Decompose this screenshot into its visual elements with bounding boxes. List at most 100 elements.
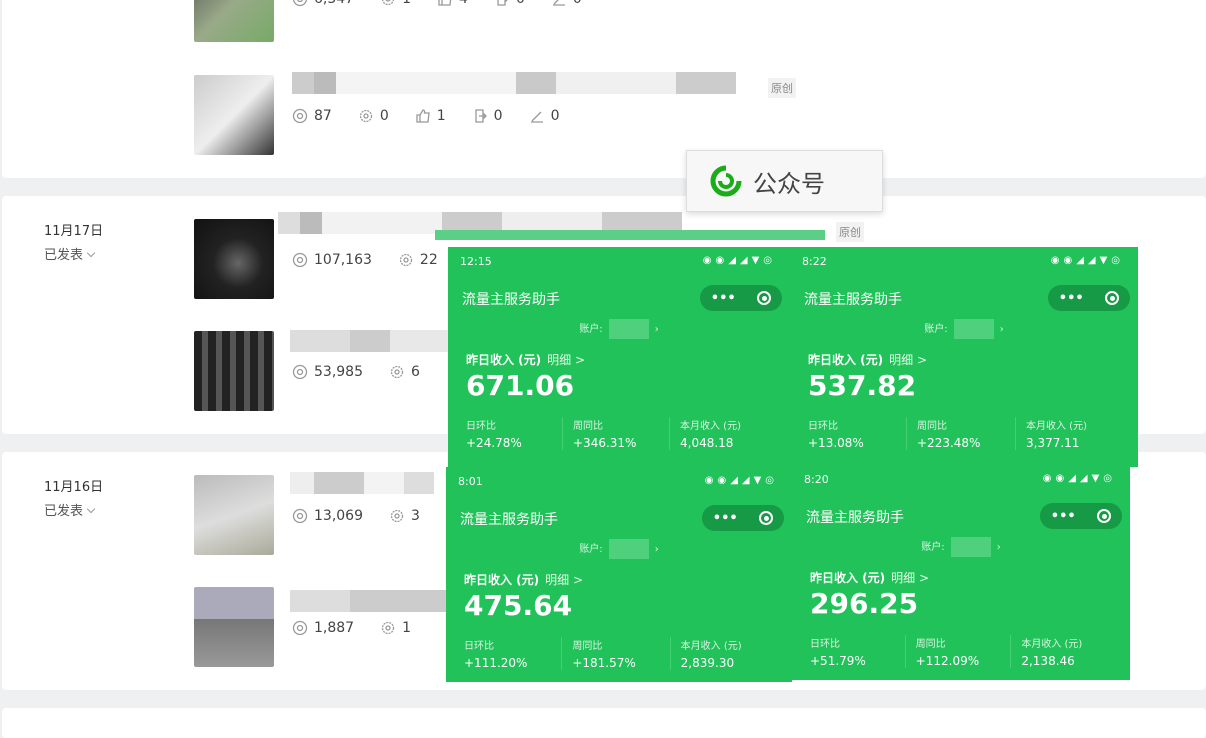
mini-program-title: 流量主服务助手 xyxy=(462,292,560,308)
pen-icon xyxy=(552,0,565,6)
status-dropdown[interactable]: 已发表 xyxy=(44,500,94,519)
account-selector[interactable]: 账户: › xyxy=(792,537,1130,557)
gear-icon xyxy=(381,621,395,635)
week-over-week: 周同比 +223.48% xyxy=(906,417,1015,450)
month-income: 本月收入 (元) 2,839.30 xyxy=(669,637,778,670)
pen-icon xyxy=(530,111,543,123)
day-over-day: 日环比 +13.08% xyxy=(808,421,864,450)
comment-count: 0 xyxy=(529,108,560,124)
article-title-blurred[interactable] xyxy=(292,72,736,94)
article-thumbnail[interactable] xyxy=(194,219,274,299)
eye-icon xyxy=(292,108,308,124)
month-income: 本月收入 (元) 2,138.46 xyxy=(1010,635,1116,668)
close-icon[interactable] xyxy=(1097,509,1112,523)
article-title-blurred[interactable] xyxy=(290,472,434,494)
article-thumbnail[interactable] xyxy=(194,75,274,155)
week-over-week: 周同比 +112.09% xyxy=(904,635,1011,668)
view-count: 87 xyxy=(292,108,332,124)
share-icon xyxy=(497,0,508,6)
account-name-blurred xyxy=(608,539,649,559)
mini-program-capsule[interactable]: ••• xyxy=(1040,503,1122,529)
thumb-icon xyxy=(438,0,452,6)
article-stats: 87 0 1 0 0 xyxy=(292,108,586,124)
view-count: 107,163 xyxy=(292,252,372,268)
yesterday-income-value: 475.64 xyxy=(464,589,573,622)
article-stats: 13,069 3 xyxy=(292,508,446,524)
yesterday-income-label: 昨日收入 (元) 明细 > xyxy=(466,353,586,367)
popup-label: 公众号 xyxy=(753,169,825,198)
mini-program-capsule[interactable]: ••• xyxy=(702,505,784,531)
yesterday-income-label: 昨日收入 (元) 明细 > xyxy=(810,571,930,585)
article-thumbnail[interactable] xyxy=(194,475,274,555)
yesterday-income-value: 296.25 xyxy=(810,587,919,620)
mini-program-title: 流量主服务助手 xyxy=(804,292,902,308)
forward-count: 0 xyxy=(472,108,503,124)
status-bar-icons: ◉◉◢◢▼◎ xyxy=(1050,255,1124,266)
close-icon[interactable] xyxy=(757,291,772,305)
revenue-screenshot-panel: 12:15 ◉◉◢◢▼◎ 流量主服务助手 ••• 账户: › 昨日收入 (元) 明细… xyxy=(448,247,790,467)
detail-link[interactable]: 明细 > xyxy=(891,571,930,585)
account-selector[interactable]: 账户: › xyxy=(448,319,790,339)
week-over-week: 周同比 +181.57% xyxy=(561,637,669,670)
article-thumbnail[interactable] xyxy=(194,331,274,411)
group-date: 11月17日 xyxy=(44,224,104,239)
gear-icon xyxy=(399,253,413,267)
article-thumbnail[interactable] xyxy=(194,0,274,42)
account-selector[interactable]: 账户: › xyxy=(446,539,792,559)
mini-program-title: 流量主服务助手 xyxy=(806,510,904,526)
gear-icon xyxy=(390,509,404,523)
status-bar-time: 8:01 xyxy=(458,475,483,488)
eye-icon xyxy=(292,364,308,380)
eye-icon xyxy=(292,252,308,268)
view-count: 53,985 xyxy=(292,364,363,380)
article-stats: 107,163 22 xyxy=(292,252,464,268)
article-title-blurred[interactable] xyxy=(278,212,682,234)
view-count: 1,887 xyxy=(292,620,354,636)
forward-count: 0 xyxy=(494,0,525,7)
like-count: 4 xyxy=(437,0,468,7)
original-tag: 原创 xyxy=(768,78,796,98)
article-thumbnail[interactable] xyxy=(194,587,274,667)
status-bar-time: 8:20 xyxy=(804,473,829,486)
account-name-blurred xyxy=(608,319,649,339)
article-title-blurred[interactable] xyxy=(290,330,450,352)
revenue-screenshot-panel: 8:22 ◉◉◢◢▼◎ 流量主服务助手 ••• 账户: › 昨日收入 (元) 明细 … xyxy=(790,247,1138,467)
detail-link[interactable]: 明细 > xyxy=(545,573,584,587)
eye-icon xyxy=(292,0,308,7)
wechat-official-account-icon xyxy=(710,165,742,197)
yesterday-income-value: 537.82 xyxy=(808,369,917,402)
view-count: 13,069 xyxy=(292,508,363,524)
account-selector[interactable]: 账户: › xyxy=(790,319,1138,339)
status-dropdown[interactable]: 已发表 xyxy=(44,244,94,263)
article-stats: 53,985 6 xyxy=(292,364,446,380)
share-count: 1 xyxy=(380,620,411,636)
article-title-blurred[interactable] xyxy=(290,590,450,612)
comment-count: 0 xyxy=(551,0,582,7)
detail-link[interactable]: 明细 > xyxy=(889,353,928,367)
day-over-day: 日环比 +24.78% xyxy=(466,421,522,450)
revenue-screenshot-panel: 8:01 ◉◉◢◢▼◎ 流量主服务助手 ••• 账户: › 昨日收入 (元) 明细 … xyxy=(446,467,792,682)
more-icon[interactable]: ••• xyxy=(1050,508,1076,524)
more-icon[interactable]: ••• xyxy=(1058,290,1084,306)
more-icon[interactable]: ••• xyxy=(712,510,738,526)
status-bar-icons: ◉◉◢◢▼◎ xyxy=(704,475,778,486)
mini-program-capsule[interactable]: ••• xyxy=(700,285,782,311)
day-over-day: 日环比 +51.79% xyxy=(810,639,866,668)
gear-icon xyxy=(382,0,395,6)
eye-icon xyxy=(292,620,308,636)
yesterday-income-value: 671.06 xyxy=(466,369,575,402)
mini-program-capsule[interactable]: ••• xyxy=(1048,285,1130,311)
official-account-popup[interactable]: 公众号 xyxy=(686,150,883,212)
day-over-day: 日环比 +111.20% xyxy=(464,641,528,670)
gear-icon xyxy=(359,109,372,123)
share-count: 0 xyxy=(358,108,389,124)
close-icon[interactable] xyxy=(759,511,774,525)
revenue-screenshot-panel: 8:20 ◉◉◢◢▼◎ 流量主服务助手 ••• 账户: › 昨日收入 (元) 明细 … xyxy=(792,465,1130,680)
week-over-week: 周同比 +346.31% xyxy=(562,417,669,450)
more-icon[interactable]: ••• xyxy=(710,290,736,306)
detail-link[interactable]: 明细 > xyxy=(547,353,586,367)
share-count: 3 xyxy=(389,508,420,524)
status-bar-icons: ◉◉◢◢▼◎ xyxy=(1042,473,1116,484)
close-icon[interactable] xyxy=(1105,291,1120,305)
gear-icon xyxy=(390,365,404,379)
